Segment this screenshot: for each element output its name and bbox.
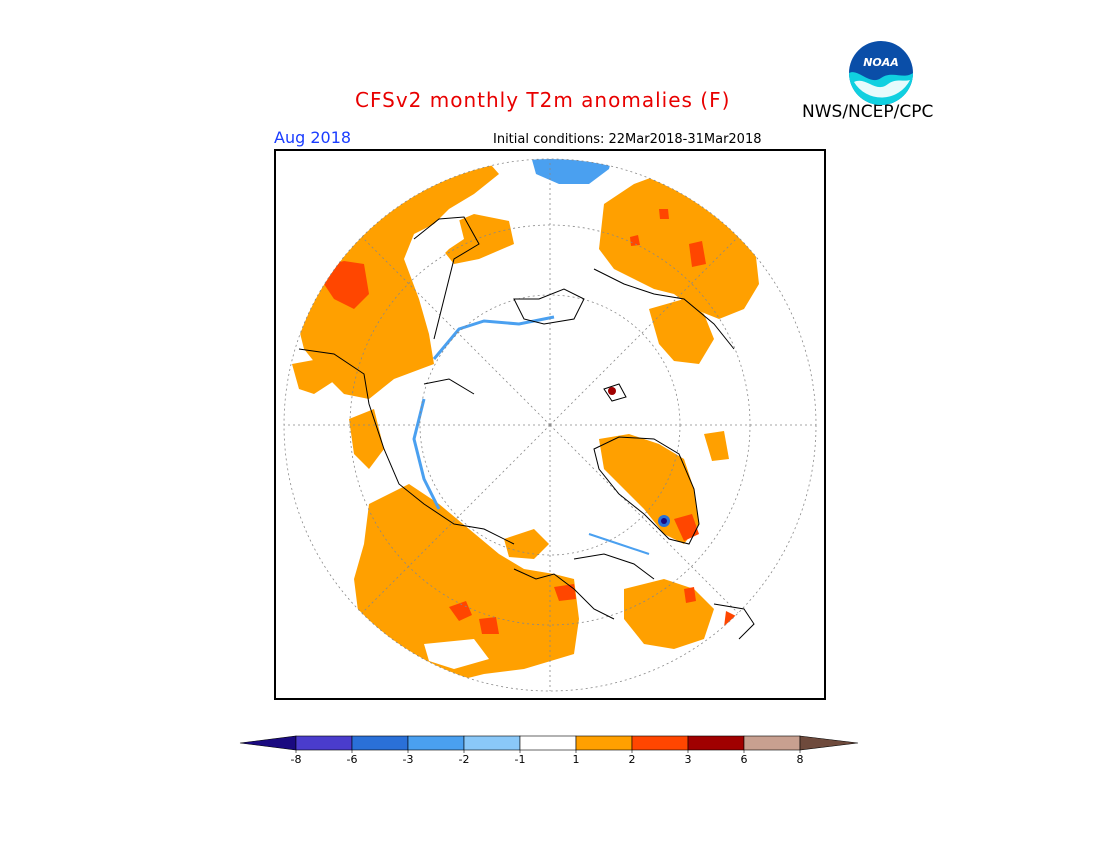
legend-labels: -8 -6 -3 -2 -1 1 2 3 6 8 [291,750,804,766]
anomaly-fields [292,159,759,684]
hot-spot-labrador [684,587,696,603]
warm-region-scandinavia [414,219,464,264]
legend-label: -2 [459,753,470,766]
legend-swatch [463,735,521,751]
hot-spot-na-3 [554,584,576,601]
warm-region-africa [292,359,334,394]
legend-label: 1 [573,753,580,766]
legend-swatches [239,735,859,751]
warm-region-greenland [599,434,699,544]
coastlines [298,216,755,640]
agency-label: NWS/NCEP/CPC [802,102,934,122]
legend-swatch [295,735,353,751]
legend-label: -6 [347,753,358,766]
polar-anomaly-map [274,149,826,700]
cool-sea-ice-edge-2 [412,398,441,510]
legend-label: 2 [629,753,636,766]
legend-label: -1 [515,753,526,766]
initial-conditions-label: Initial conditions: 22Mar2018-31Mar2018 [493,132,762,147]
map-title: CFSv2 monthly T2m anomalies (F) [355,88,731,112]
cool-gap-na [424,639,489,669]
warm-region-east-asia [649,299,714,364]
hot-spot-spain [322,261,369,309]
forecast-month-label: Aug 2018 [274,128,352,147]
legend-swatch [519,735,577,751]
noaa-logo: NOAA [849,41,913,105]
legend-swatch-max [799,735,859,751]
legend-swatch [575,735,633,751]
cool-region-pacific [529,159,614,184]
legend-swatch-min [239,735,297,751]
legend-label: 6 [741,753,748,766]
legend-swatch [351,735,409,751]
cool-sea-ice-edge [432,315,555,360]
warm-region-hudson [504,529,549,559]
legend-swatch [743,735,801,751]
noaa-logo-text: NOAA [863,56,899,69]
hot-spot-asia-1 [689,241,706,267]
legend-label: 8 [797,753,804,766]
cool-sea-ice-edge-3 [588,533,650,555]
legend-swatch [631,735,689,751]
hot-spot-greenland [674,514,699,541]
legend-label: 3 [685,753,692,766]
legend-swatch [687,735,745,751]
hot-spot-na-1 [449,601,472,621]
warm-region-north-america [354,484,579,684]
graticule [283,158,817,692]
legend-label: -3 [403,753,414,766]
hot-spot-na-2 [479,617,499,634]
hot-spot-asia-3 [659,209,669,219]
hot-spot-asia-2 [630,235,640,246]
legend-colorbar: -8 -6 -3 -2 -1 1 2 3 6 8 [239,735,859,766]
warm-region-iceland [704,431,729,461]
legend-swatch [407,735,465,751]
legend-label: -8 [291,753,302,766]
hot-spot-arctic [608,387,616,395]
